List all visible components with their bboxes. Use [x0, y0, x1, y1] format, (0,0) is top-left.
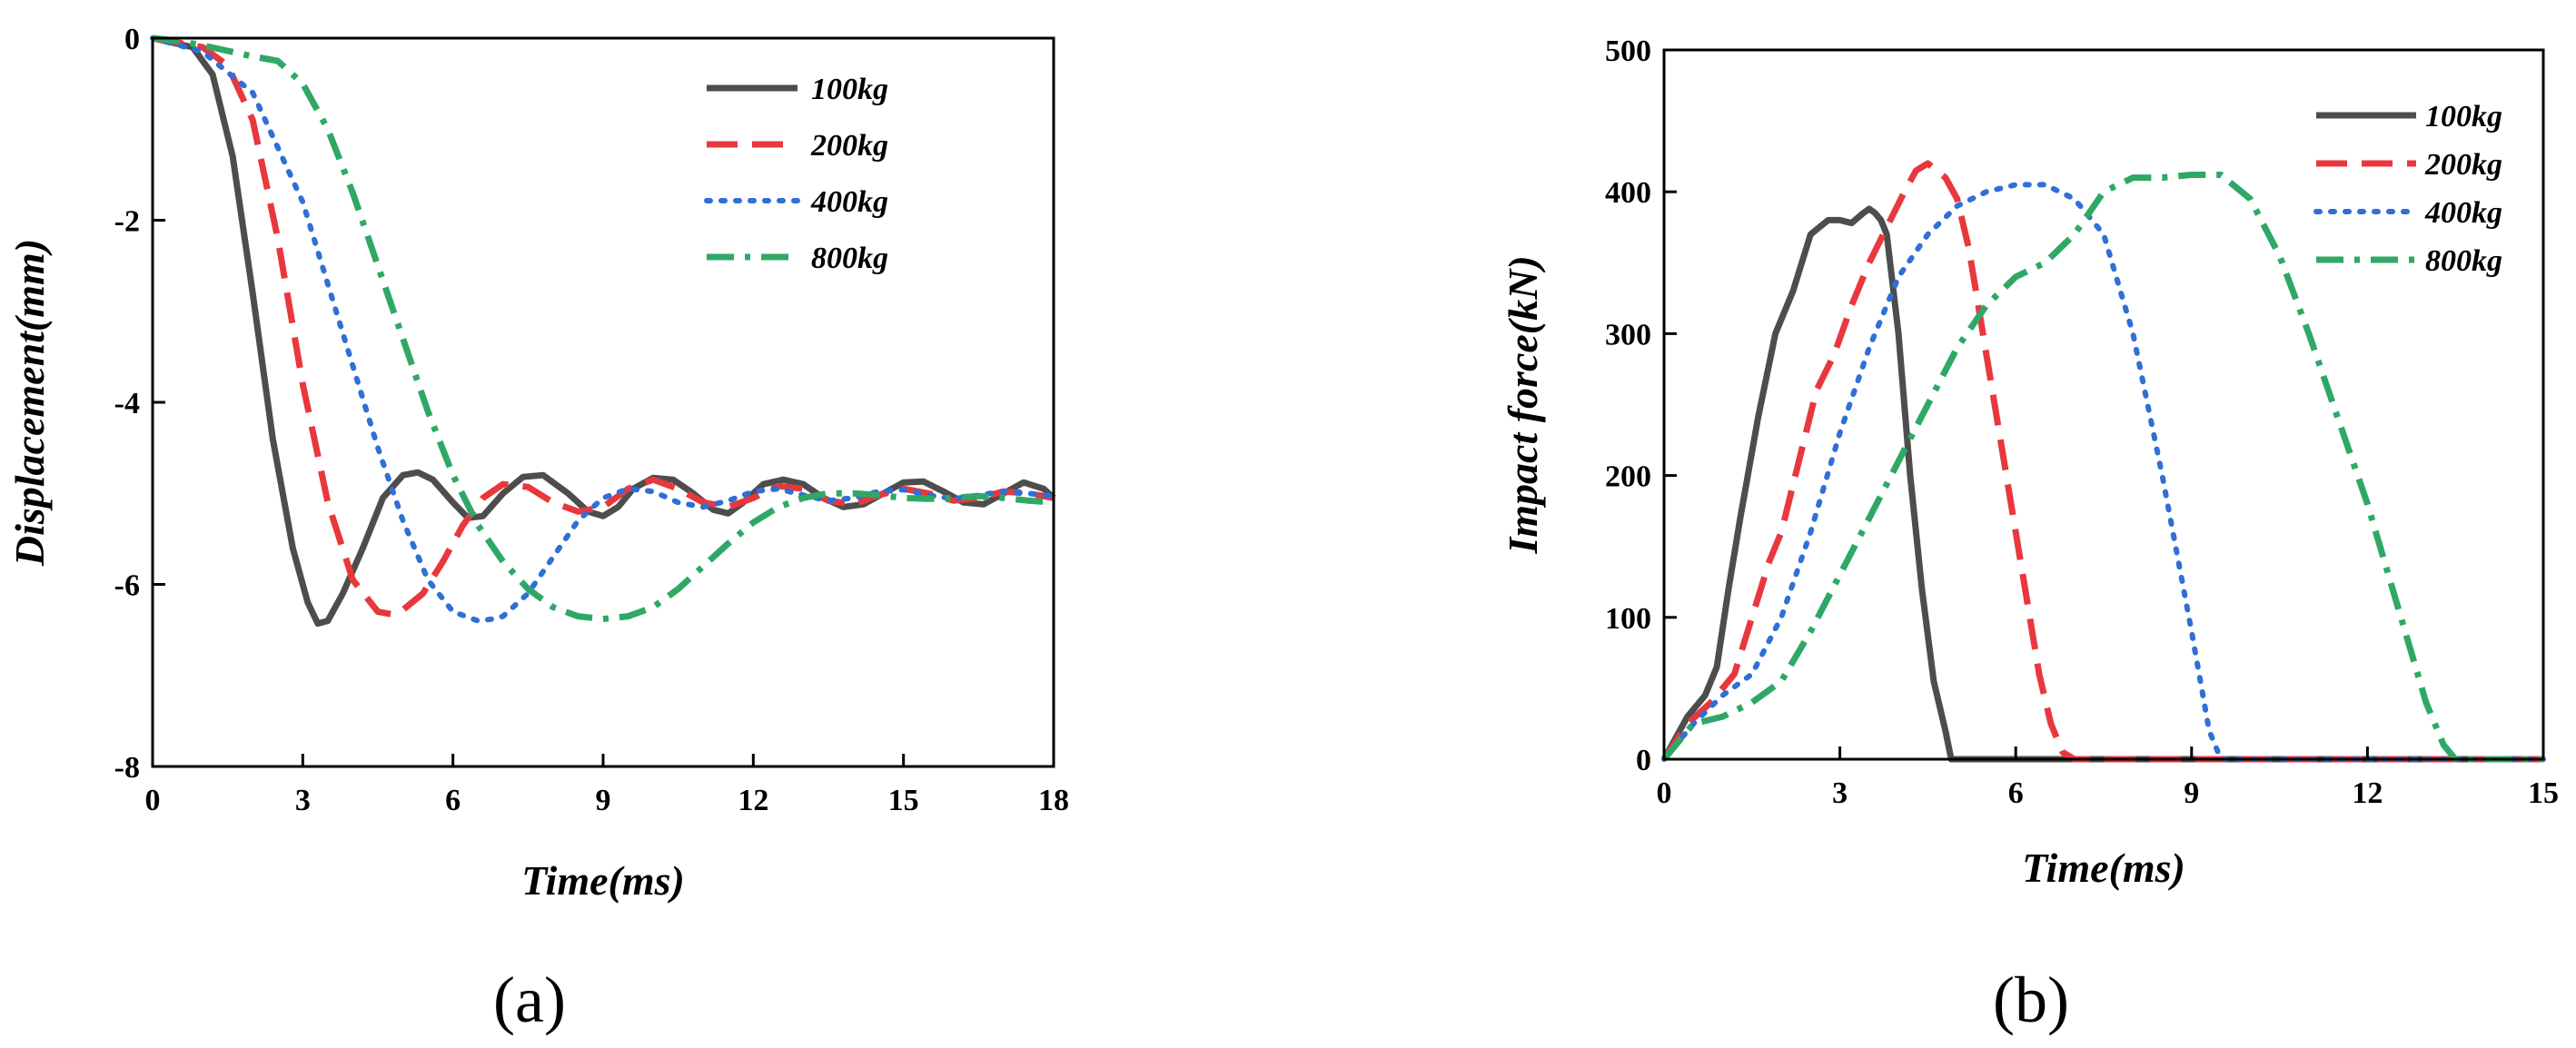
- y-axis-title: Impact force(kN): [1500, 255, 1546, 554]
- panel-label: (a): [493, 964, 566, 1036]
- legend-label-100kg: 100kg: [2425, 100, 2502, 133]
- y-tick-label: 300: [1605, 318, 1651, 351]
- y-tick-label: 100: [1605, 602, 1651, 636]
- legend-label-200kg: 200kg: [810, 129, 888, 163]
- x-tick-label: 3: [1832, 776, 1848, 810]
- legend-label-200kg: 200kg: [2424, 148, 2502, 182]
- legend-label-100kg: 100kg: [811, 73, 888, 106]
- x-tick-label: 9: [596, 784, 611, 817]
- y-tick-label: 0: [1636, 744, 1651, 777]
- series-line-100kg: [152, 35, 1056, 628]
- plot-area-frame: [151, 36, 1055, 768]
- y-tick-label: 500: [1605, 35, 1651, 68]
- legend: 100kg 200kg 400kg 800kg: [2313, 100, 2502, 278]
- legend-label-800kg: 800kg: [2425, 244, 2502, 278]
- y-tick-label: 200: [1605, 460, 1651, 494]
- x-tick-label: 15: [2528, 776, 2559, 810]
- x-tick-label: 0: [145, 784, 161, 817]
- legend-label-800kg: 800kg: [811, 242, 888, 275]
- series-line-400kg: [1661, 182, 2546, 762]
- chart-b-impact-force: 0 3 6 9 12 15 0 100 200 300 400 500 Time(ms) Impact f…: [1500, 35, 2559, 1036]
- legend-label-400kg: 400kg: [2424, 196, 2502, 230]
- chart-a-displacement: 0 3 6 9 12 15 18 0 -2 -4 -6 -8 Time(ms) Displacement(…: [6, 23, 1069, 1036]
- series-line-200kg: [152, 35, 1055, 618]
- x-axis-title: Time(ms): [521, 857, 685, 904]
- plot-area-frame: [1662, 48, 2545, 761]
- series-line-400kg: [150, 35, 1056, 624]
- x-tick-label: 9: [2184, 776, 2199, 810]
- series-line-200kg: [1661, 160, 2543, 763]
- x-tick-label: 12: [2352, 776, 2383, 810]
- y-tick-label: -4: [114, 387, 140, 420]
- x-tick-label: 6: [2008, 776, 2024, 810]
- y-tick-label: -8: [114, 751, 140, 785]
- y-axis-title: Displacement(mm): [6, 239, 53, 567]
- x-tick-label: 15: [888, 784, 919, 817]
- series-line-100kg: [1660, 205, 2543, 763]
- x-tick-label: 18: [1038, 784, 1069, 817]
- y-tick-label: -2: [114, 205, 140, 239]
- x-tick-label: 3: [295, 784, 311, 817]
- legend: 100kg 200kg 400kg 800kg: [704, 73, 888, 275]
- panel-label: (b): [1993, 964, 2069, 1036]
- x-tick-label: 6: [445, 784, 461, 817]
- x-axis-title: Time(ms): [2022, 845, 2185, 891]
- legend-label-400kg: 400kg: [810, 185, 888, 219]
- y-tick-label: 0: [124, 23, 140, 56]
- series-line-800kg: [1661, 172, 2543, 763]
- x-tick-label: 12: [738, 784, 768, 817]
- y-tick-label: 400: [1605, 176, 1651, 210]
- x-tick-label: 0: [1657, 776, 1672, 810]
- y-tick-label: -6: [114, 569, 140, 603]
